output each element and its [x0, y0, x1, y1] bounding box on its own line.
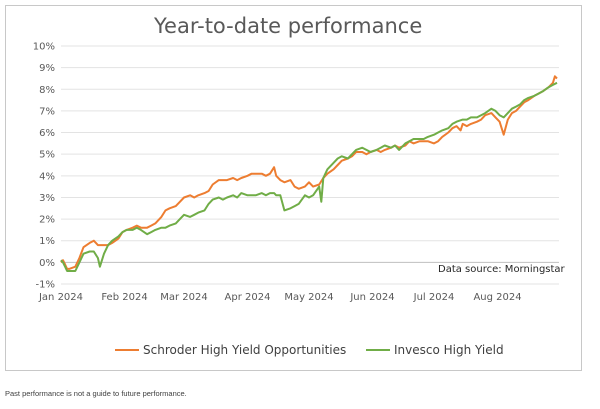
legend-label-invesco: Invesco High Yield [394, 343, 504, 357]
chart-title: Year-to-date performance [154, 14, 423, 38]
series-lines [60, 75, 558, 272]
legend-item-invesco: Invesco High Yield [366, 343, 504, 357]
y-tick-label: 0% [39, 258, 55, 269]
x-tick-label: Apr 2024 [225, 292, 271, 303]
series-line-schroder [60, 75, 558, 270]
y-tick-label: 4% [39, 171, 55, 182]
x-tick-label: Jan 2024 [38, 292, 83, 303]
y-tick-label: 9% [39, 63, 55, 74]
legend-label-schroder: Schroder High Yield Opportunities [143, 343, 347, 357]
y-tick-label: 2% [39, 215, 55, 226]
legend-item-schroder: Schroder High Yield Opportunities [115, 343, 346, 357]
x-tick-label: Feb 2024 [101, 292, 147, 303]
chart-frame: Year-to-date performance -1% 0% 1% 2% 3% 4% 5%… [5, 5, 582, 371]
x-axis-labels: Jan 2024 Feb 2024 Mar 2024 Apr 2024 May 2024… [38, 292, 522, 303]
gridlines [61, 45, 559, 285]
y-tick-label: 3% [39, 193, 55, 204]
x-tick-label: Aug 2024 [473, 292, 521, 303]
legend-swatch-invesco [366, 349, 390, 351]
y-tick-label: -1% [36, 280, 55, 291]
data-source-note: Data source: Morningstar [438, 264, 565, 275]
chart-legend: Schroder High Yield Opportunities Invesc… [6, 343, 583, 361]
legend-swatch-schroder [115, 349, 139, 351]
x-tick-label: May 2024 [284, 292, 333, 303]
y-tick-label: 8% [39, 85, 55, 96]
footnote: Past performance is not a guide to futur… [5, 389, 187, 398]
line-chart: -1% 0% 1% 2% 3% 4% 5% 6% 7% 8% 9% 10% Jan 2024 Feb 2… [33, 42, 559, 303]
y-tick-label: 5% [39, 150, 55, 161]
y-tick-label: 7% [39, 106, 55, 117]
y-tick-label: 6% [39, 128, 55, 139]
y-tick-label: 10% [33, 42, 55, 53]
y-axis-labels: -1% 0% 1% 2% 3% 4% 5% 6% 7% 8% 9% 10% [33, 42, 55, 291]
series-line-invesco [60, 81, 558, 272]
x-tick-label: Jun 2024 [349, 292, 394, 303]
y-tick-label: 1% [39, 236, 55, 247]
x-tick-label: Jul 2024 [413, 292, 455, 303]
x-tick-label: Mar 2024 [160, 292, 208, 303]
